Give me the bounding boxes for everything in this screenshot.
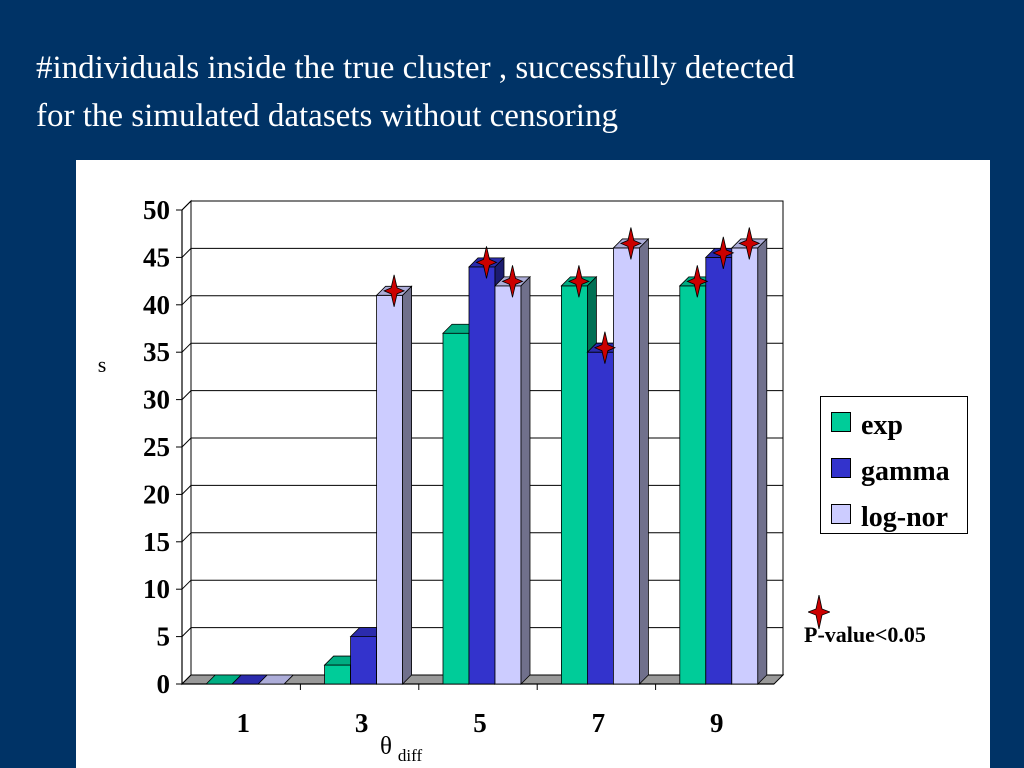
gridline-diagonal — [181, 532, 192, 543]
gridline-diagonal — [181, 485, 192, 495]
bar-log-nor-3 — [376, 294, 404, 685]
legend-swatch-exp — [831, 412, 851, 432]
y-tick-label: 40 — [143, 290, 170, 320]
bar-exp-7 — [560, 285, 588, 685]
y-tick-label: 0 — [157, 669, 171, 699]
x-tick-label: 7 — [592, 708, 606, 738]
bar-exp-9 — [679, 285, 707, 685]
gridline-diagonal — [181, 248, 192, 258]
gridline-diagonal — [181, 579, 192, 590]
x-tick-label: 5 — [473, 708, 487, 738]
legend-swatch-gamma — [831, 458, 851, 478]
x-axis-label-subscript: diff — [398, 746, 423, 765]
significance-marker-icon — [567, 265, 590, 298]
bar-gamma-3 — [350, 636, 378, 685]
chart-legend: exp gamma log-nor — [820, 396, 968, 534]
bar-log-nor-5 — [494, 285, 522, 685]
gridline-diagonal — [181, 295, 192, 306]
significance-marker-icon — [686, 265, 709, 298]
slide-title: #individuals inside the true cluster , s… — [36, 44, 996, 140]
y-tick-label: 10 — [143, 574, 170, 604]
gridline-diagonal — [181, 627, 192, 637]
legend-label-gamma: gamma — [861, 456, 950, 487]
bar-gamma-5 — [468, 266, 496, 685]
gridline-diagonal — [181, 390, 192, 400]
legend-label-log-nor: log-nor — [861, 502, 949, 533]
significance-marker-icon — [383, 274, 406, 307]
significance-marker-icon — [619, 227, 642, 260]
legend-item-exp: exp — [831, 411, 903, 441]
legend-label-exp: exp — [861, 410, 903, 441]
bar-log-nor-7 — [613, 247, 640, 685]
significance-star-icon — [808, 595, 830, 629]
y-tick-label: 45 — [143, 242, 170, 272]
y-tick-label: 30 — [143, 385, 170, 415]
chart-panel: 0 5 10 15 20 25 30 35 40 45 50 s 1 3 5 7 9 θ diff exp gamm… — [76, 160, 990, 768]
x-tick-label: 9 — [710, 708, 724, 738]
y-tick-label: 25 — [143, 432, 170, 462]
legend-item-gamma: gamma — [831, 457, 950, 487]
y-tick-label: 5 — [157, 622, 171, 652]
significance-note: P-value<0.05 — [804, 622, 926, 647]
significance-marker-icon — [738, 227, 761, 260]
bar-exp-5 — [442, 332, 470, 685]
bar-gamma-9 — [705, 257, 733, 685]
slide-title-line-2: for the simulated datasets without censo… — [36, 98, 618, 134]
significance-marker-icon — [712, 236, 735, 269]
bar-log-nor-7-side — [639, 237, 649, 685]
bar-log-nor-9 — [731, 247, 759, 685]
bar-gamma-7 — [586, 351, 614, 685]
bar-log-nor-5-side — [520, 275, 531, 685]
significance-marker-icon — [501, 265, 524, 298]
y-tick-label: 20 — [143, 479, 170, 509]
bar-log-nor-9-side — [757, 237, 768, 685]
y-tick-label: 50 — [143, 195, 170, 225]
slide-title-line-1: #individuals inside the true cluster , s… — [36, 50, 795, 86]
bar-exp-3 — [324, 664, 352, 685]
y-tick-label: 15 — [143, 527, 170, 557]
x-tick-label: 3 — [355, 708, 369, 738]
y-tick-label: 35 — [143, 337, 170, 367]
significance-marker-icon — [475, 246, 498, 279]
legend-item-log-nor: log-nor — [831, 503, 948, 533]
gridline-diagonal — [181, 437, 192, 448]
y-axis-label: s — [98, 352, 107, 377]
bar-log-nor-3-side — [402, 285, 413, 685]
x-axis-label: θ — [380, 733, 392, 760]
gridline-diagonal — [181, 342, 192, 353]
significance-marker-icon — [593, 331, 616, 364]
bar-log-nor-1-top — [257, 674, 295, 685]
x-tick-label: 1 — [236, 708, 250, 738]
legend-swatch-log-nor — [831, 504, 851, 524]
